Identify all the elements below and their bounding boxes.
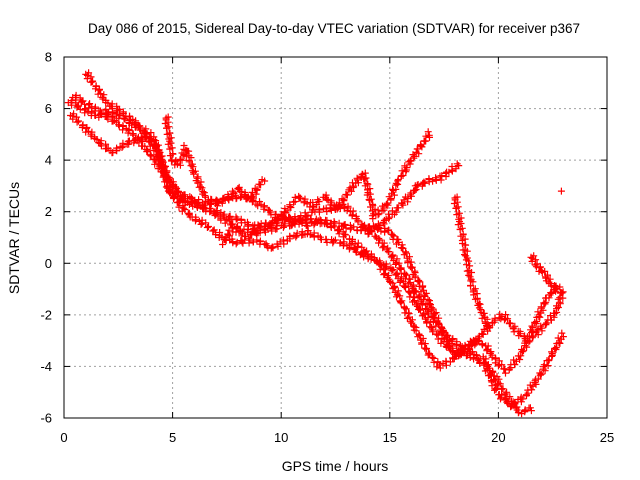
data-points [64,69,567,418]
series-7 [450,193,493,332]
chart-title: Day 086 of 2015, Sidereal Day-to-day VTE… [88,21,580,36]
tick-marks [63,56,608,419]
y-tick-label: -2 [40,307,52,322]
y-tick-label: 4 [45,153,52,168]
y-tick-label: -6 [40,411,52,426]
series-2-markers [82,69,564,377]
series-5-markers [219,128,433,248]
x-tick-labels: 0 5 10 15 20 25 [60,430,614,445]
series-8-markers [527,252,565,296]
series-7-markers [450,193,493,332]
x-tick-label: 20 [491,430,505,445]
series-9 [557,187,565,195]
y-tick-labels: -6 -4 -2 0 2 4 6 8 [40,50,52,426]
series-6-markers [364,160,463,238]
series-4-markers [161,113,269,210]
series-1 [67,110,567,411]
y-tick-label: 6 [45,101,52,116]
series-8 [527,252,565,296]
series-9-markers [557,187,565,195]
x-tick-label: 5 [169,430,176,445]
series-6 [364,160,463,238]
x-tick-label: 10 [274,430,288,445]
series-1-markers [67,110,567,411]
y-tick-label: -4 [40,359,52,374]
y-tick-label: 0 [45,256,52,271]
plot-frame [63,56,608,419]
series-2 [82,69,564,377]
x-tick-label: 0 [60,430,67,445]
y-tick-label: 2 [45,204,52,219]
x-axis-title: GPS time / hours [282,458,389,474]
series-4 [161,113,269,210]
series-5 [219,128,433,248]
y-axis-title: SDTVAR / TECUs [6,182,22,294]
x-tick-label: 25 [600,430,614,445]
y-tick-label: 8 [45,50,52,65]
x-tick-label: 15 [383,430,397,445]
